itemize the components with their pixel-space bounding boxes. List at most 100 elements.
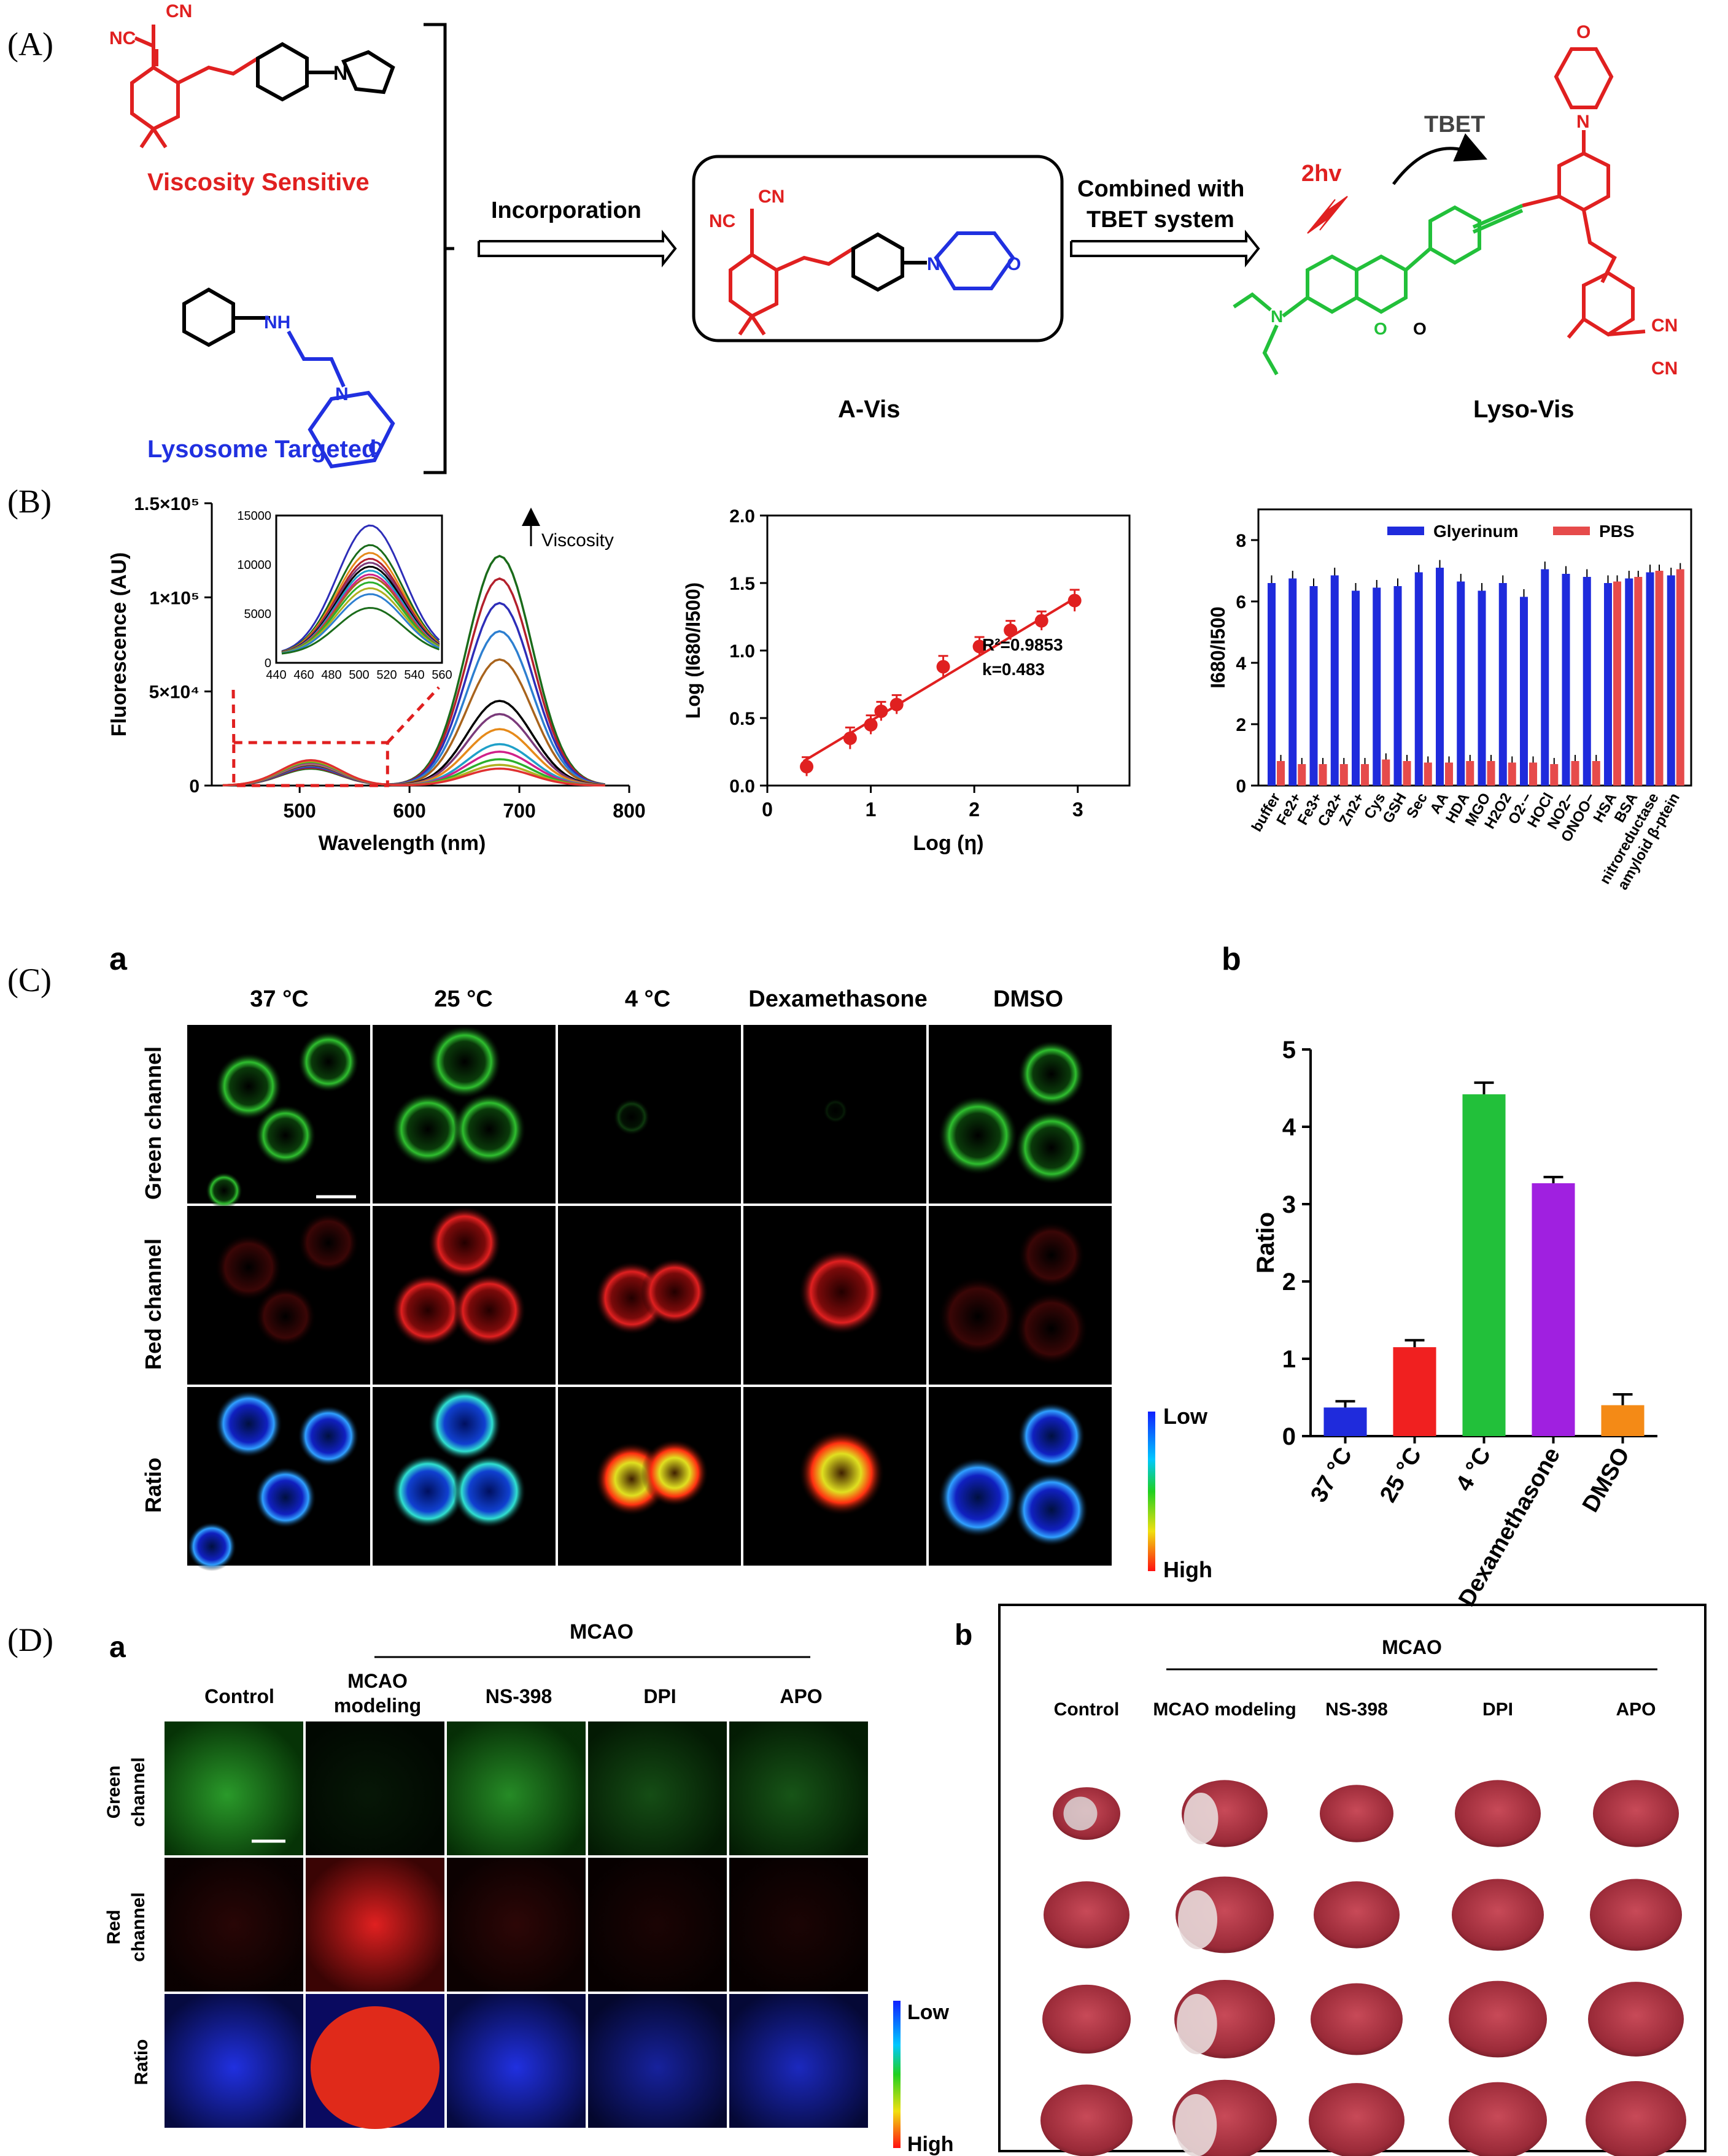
d-b-brain-slice bbox=[1309, 2083, 1404, 2156]
d-b-infarct bbox=[1184, 1793, 1219, 1844]
b3-bar-pbs bbox=[1655, 571, 1664, 786]
b2-k: k=0.483 bbox=[982, 660, 1045, 679]
c-cell bbox=[255, 1467, 316, 1528]
cb-y-tick-label: 5 bbox=[1282, 1037, 1296, 1064]
c-cell bbox=[1015, 1111, 1088, 1184]
d-col-header-1b: modeling bbox=[334, 1694, 421, 1717]
b3-bar-pbs bbox=[1529, 762, 1538, 786]
c-cell bbox=[391, 1273, 465, 1347]
panel-d: (D) a b MCAO Control MCAO modeling NS-39… bbox=[7, 1604, 1707, 2156]
b3-bar-pbs bbox=[1361, 764, 1370, 786]
d-tissue bbox=[165, 1721, 303, 1855]
b2-point bbox=[843, 732, 857, 745]
c-cell bbox=[391, 1455, 465, 1528]
b1-series-line bbox=[222, 759, 605, 787]
b3-bar-pbs bbox=[1403, 761, 1411, 786]
cb-category-label: 4 °C bbox=[1451, 1443, 1497, 1496]
d-tissue bbox=[588, 1721, 727, 1855]
b1-inset-x-tick-label: 560 bbox=[432, 668, 452, 682]
d-col-header-0: Control bbox=[204, 1685, 274, 1707]
b1-inset-x-tick-label: 480 bbox=[321, 668, 341, 682]
d-image-grid bbox=[165, 1721, 868, 2129]
c-cell bbox=[215, 1053, 282, 1120]
c-cell bbox=[799, 1249, 885, 1335]
c-cell bbox=[206, 1172, 242, 1209]
c-cell bbox=[799, 1430, 885, 1516]
cb-y-tick-label: 0 bbox=[1282, 1423, 1296, 1450]
d-tissue bbox=[306, 1721, 444, 1855]
b3-y-tick-label: 4 bbox=[1236, 654, 1246, 674]
lysosome-targeted-label: Lysosome Targeted bbox=[147, 436, 376, 463]
b1-annotation: Viscosity bbox=[541, 530, 614, 551]
c-cell bbox=[1018, 1402, 1085, 1470]
c-cell bbox=[428, 1025, 502, 1099]
b3-bar-pbs bbox=[1445, 762, 1454, 786]
c-ratio-colorbar bbox=[1148, 1412, 1155, 1571]
d-b-infarct bbox=[1175, 2094, 1217, 2156]
d-b-brain-slice bbox=[1593, 1780, 1679, 1847]
cb-bar bbox=[1323, 1407, 1367, 1436]
d-tissue bbox=[729, 1721, 868, 1855]
d-tissue bbox=[165, 1994, 303, 2128]
b1-x-tick-label: 500 bbox=[283, 800, 316, 822]
molecule-lysosome: NH N O bbox=[182, 287, 395, 469]
b3-bar-glycerol bbox=[1268, 583, 1276, 786]
chart-b1: 500 600 700 800 0 5×10⁴ 1×10⁵ 1.5×10⁵ Wavelength… bbox=[107, 494, 646, 855]
d-b-infarct bbox=[1177, 1993, 1217, 2055]
b3-bar-glycerol bbox=[1288, 578, 1297, 786]
panel-d-sub-b: b bbox=[955, 1619, 972, 1652]
panel-d-label: (D) bbox=[7, 1621, 53, 1658]
b3-bar-pbs bbox=[1676, 569, 1684, 786]
b1-inset-y-tick-label: 10000 bbox=[237, 558, 271, 572]
d-b-brain-slice bbox=[1588, 1982, 1684, 2057]
d-row-label-0a: Green bbox=[104, 1766, 124, 1819]
d-row-label-1a: Red bbox=[104, 1910, 124, 1945]
d-tissue bbox=[729, 1858, 868, 1992]
c-col-header-0: 37 °C bbox=[250, 986, 308, 1012]
c-cell bbox=[187, 1522, 236, 1571]
c-cell bbox=[641, 1258, 708, 1326]
c-scale-high: High bbox=[1163, 1557, 1212, 1582]
b3-category-label: Sec bbox=[1403, 790, 1431, 821]
c-cell bbox=[823, 1099, 848, 1123]
d-b-brain-slice bbox=[1320, 1785, 1393, 1842]
c-cell bbox=[428, 1387, 502, 1461]
b1-ylabel: Fluorescence (AU) bbox=[107, 552, 131, 736]
b1-zoom-line-right bbox=[386, 686, 440, 744]
b2-y-tick-label: 0.0 bbox=[729, 776, 755, 797]
d-b-brain-slice bbox=[1311, 1983, 1403, 2055]
molecule-lyso-vis: 2hv TBET O N CN CN O bbox=[1233, 22, 1678, 379]
b1-inset-y-tick-label: 15000 bbox=[237, 509, 271, 523]
b3-bar-glycerol bbox=[1478, 590, 1486, 786]
b2-point bbox=[864, 718, 878, 732]
cb-category-label: 37 °C bbox=[1306, 1443, 1357, 1507]
b3-bar-glycerol bbox=[1309, 586, 1318, 786]
b1-y-tick-label: 0 bbox=[189, 776, 200, 797]
b1-x-tick-label: 600 bbox=[393, 800, 425, 822]
d-tissue bbox=[447, 1994, 586, 2128]
b1-x-tick-label: 800 bbox=[613, 800, 645, 822]
d-tissue bbox=[588, 1858, 727, 1992]
b2-point bbox=[874, 705, 888, 718]
panel-c-label: (C) bbox=[7, 962, 52, 999]
atom-o1: O bbox=[368, 438, 382, 458]
c-col-header-2: 4 °C bbox=[625, 986, 670, 1012]
c-cell bbox=[641, 1439, 708, 1507]
b1-inset-y-tick-label: 0 bbox=[265, 657, 271, 670]
d-b-infarct bbox=[1178, 1890, 1217, 1949]
b3-bar-glycerol bbox=[1352, 590, 1360, 786]
d-b-group-label: MCAO bbox=[1382, 1636, 1442, 1658]
d-col-header-4: APO bbox=[780, 1685, 822, 1707]
d-b-brain-slice bbox=[1452, 1879, 1544, 1951]
b1-inset-x-tick-label: 540 bbox=[404, 668, 424, 682]
cb-bar bbox=[1393, 1347, 1436, 1436]
d-b-brain-slice bbox=[1314, 1881, 1400, 1949]
c-cell bbox=[938, 1095, 1018, 1175]
twohv-label: 2hv bbox=[1301, 161, 1341, 187]
c-col-header-1: 25 °C bbox=[434, 986, 492, 1012]
b3-bar-glycerol bbox=[1414, 572, 1423, 786]
atom-n3: N bbox=[927, 254, 940, 274]
b1-x-tick-label: 700 bbox=[503, 800, 535, 822]
